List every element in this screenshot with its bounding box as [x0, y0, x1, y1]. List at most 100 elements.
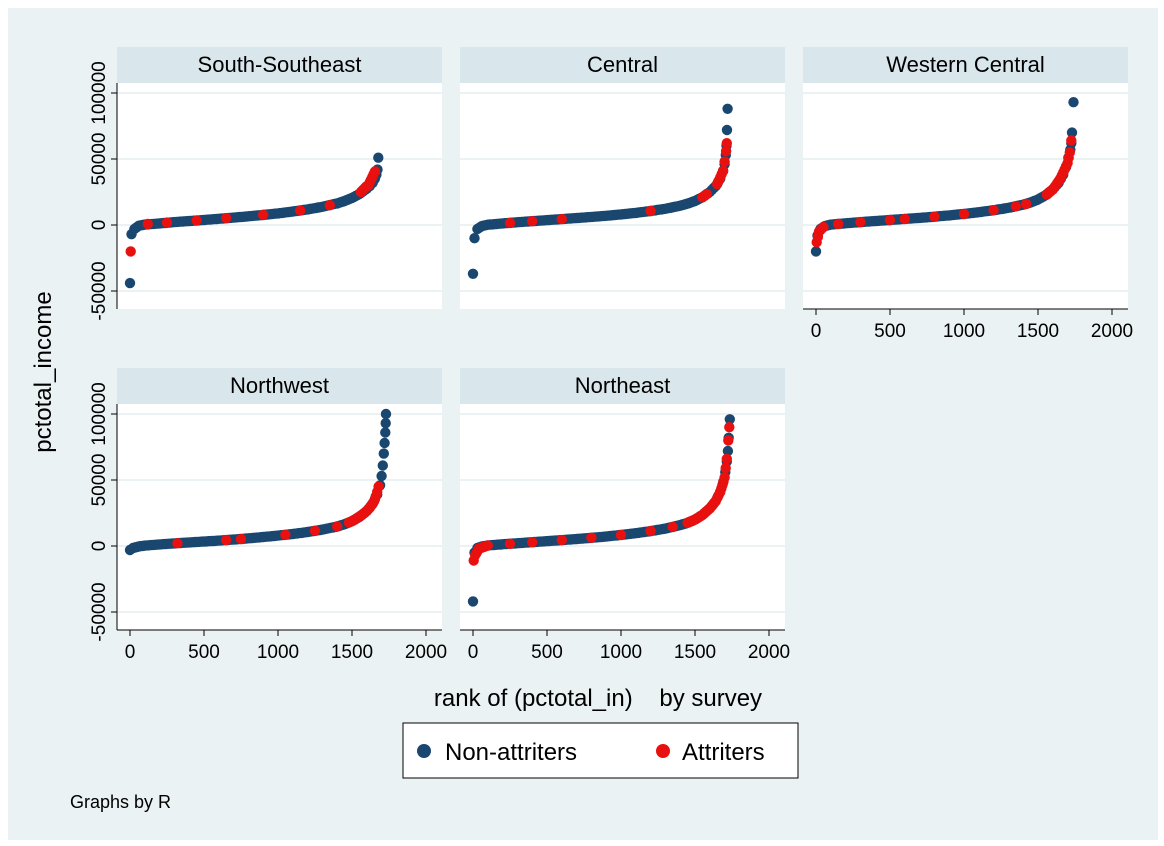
legend-label-non-attriters: Non-attriters — [445, 739, 577, 766]
point-attriter — [615, 529, 627, 541]
x-tick-label: 1000 — [943, 321, 985, 342]
x-tick-label: 500 — [531, 642, 563, 663]
x-tick-label: 2000 — [748, 642, 790, 663]
point-attriter — [723, 435, 734, 446]
panel-northeast: Northeast 0 500 1000 1500 2000 — [460, 368, 790, 663]
legend-marker-non-attriters — [417, 744, 431, 758]
x-tick-label: 1500 — [1017, 321, 1059, 342]
point-attriter — [721, 138, 732, 149]
point-non-attriter — [124, 277, 136, 289]
point-attriter — [719, 472, 730, 483]
panel-title: Central — [587, 52, 658, 77]
graphs-note: Graphs by R — [70, 792, 171, 812]
point-attriter — [884, 214, 896, 226]
point-attriter — [527, 216, 538, 227]
x-tick-label: 500 — [188, 642, 220, 663]
point-non-attriter — [378, 448, 389, 459]
point-attriter — [701, 188, 712, 200]
point-attriter — [332, 521, 343, 532]
point-attriter — [721, 453, 732, 465]
x-tick-label: 0 — [125, 642, 136, 663]
point-attriter — [369, 166, 381, 177]
point-non-attriter — [722, 445, 734, 457]
x-tick-label: 1500 — [331, 642, 373, 663]
point-attriter — [855, 216, 866, 228]
point-attriter — [1020, 198, 1032, 210]
point-attriter — [719, 156, 730, 167]
point-attriter — [221, 212, 232, 224]
point-non-attriter — [810, 246, 822, 257]
x-tick-label: 1500 — [674, 642, 716, 663]
point-attriter — [324, 200, 335, 211]
point-attriter — [221, 534, 232, 546]
point-attriter — [556, 534, 567, 546]
point-attriter — [720, 145, 732, 157]
point-attriter — [988, 205, 999, 216]
panel-plot-area — [117, 83, 442, 309]
panel-plot-area — [803, 83, 1128, 309]
point-attriter — [373, 481, 384, 492]
legend-marker-attriters — [656, 744, 670, 758]
point-attriter — [309, 525, 321, 536]
point-attriter — [899, 213, 910, 225]
point-non-attriter — [469, 233, 480, 244]
y-tick-label: 100000 — [89, 382, 110, 445]
y-tick-label: 100000 — [89, 61, 110, 124]
panel-northwest: Northwest -50000 0 50000 100000 0 500 1000 1500 2… — [89, 368, 447, 663]
point-non-attriter — [1068, 97, 1079, 108]
point-attriter — [235, 533, 247, 545]
panel-plot-area — [117, 404, 442, 630]
y-tick-label: -50000 — [89, 261, 110, 320]
point-attriter — [172, 538, 183, 549]
point-attriter — [504, 217, 516, 229]
point-non-attriter — [724, 414, 735, 425]
point-non-attriter — [380, 427, 391, 438]
point-attriter — [504, 538, 516, 549]
point-attriter — [818, 221, 829, 233]
point-attriter — [527, 537, 538, 548]
x-tick-label: 2000 — [1091, 321, 1133, 342]
x-tick-label: 500 — [874, 321, 906, 342]
panel-central: Central — [460, 47, 785, 309]
point-attriter — [645, 525, 656, 537]
legend: Non-attriters Attriters — [402, 722, 799, 779]
point-non-attriter — [379, 437, 390, 449]
y-tick-label: -50000 — [89, 582, 110, 641]
x-tick-label: 1000 — [257, 642, 299, 663]
point-attriter — [720, 462, 731, 474]
point-non-attriter — [721, 124, 733, 136]
point-attriter — [645, 205, 656, 217]
y-tick-label: 0 — [89, 541, 110, 552]
point-non-attriter — [467, 596, 479, 607]
y-axis-label: pctotal_income — [30, 291, 57, 452]
point-non-attriter — [380, 418, 391, 429]
point-attriter — [125, 246, 136, 257]
x-tick-label: 2000 — [405, 642, 447, 663]
legend-label-attriters: Attriters — [682, 739, 765, 766]
panel-title-strip — [460, 47, 785, 83]
point-attriter — [717, 165, 729, 177]
point-attriter — [1066, 135, 1077, 146]
point-attriter — [667, 521, 678, 533]
point-attriter — [295, 205, 306, 216]
point-attriter — [280, 529, 291, 540]
y-tick-label: 50000 — [89, 133, 110, 186]
y-tick-label: 0 — [89, 220, 110, 231]
point-attriter — [833, 218, 844, 230]
panel-title-strip — [803, 47, 1128, 83]
x-axis-label: rank of (pctotal_in) by survey — [434, 685, 762, 712]
panel-title: Northeast — [575, 373, 670, 398]
point-attriter — [142, 218, 153, 230]
point-attriter — [161, 217, 173, 228]
point-non-attriter — [377, 460, 388, 471]
point-attriter — [191, 215, 202, 226]
point-attriter — [1010, 201, 1021, 212]
point-attriter — [929, 211, 940, 222]
point-attriter — [724, 422, 735, 433]
point-attriter — [482, 540, 493, 551]
panel-plot-area — [460, 404, 785, 630]
panel-title-strip — [117, 47, 442, 83]
x-tick-label: 1000 — [600, 642, 642, 663]
